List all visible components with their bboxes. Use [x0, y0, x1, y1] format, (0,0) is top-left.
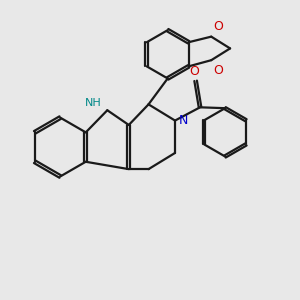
Text: O: O [214, 64, 224, 77]
Text: N: N [179, 114, 188, 127]
Text: O: O [214, 20, 224, 33]
Text: NH: NH [85, 98, 102, 108]
Text: O: O [189, 65, 199, 78]
